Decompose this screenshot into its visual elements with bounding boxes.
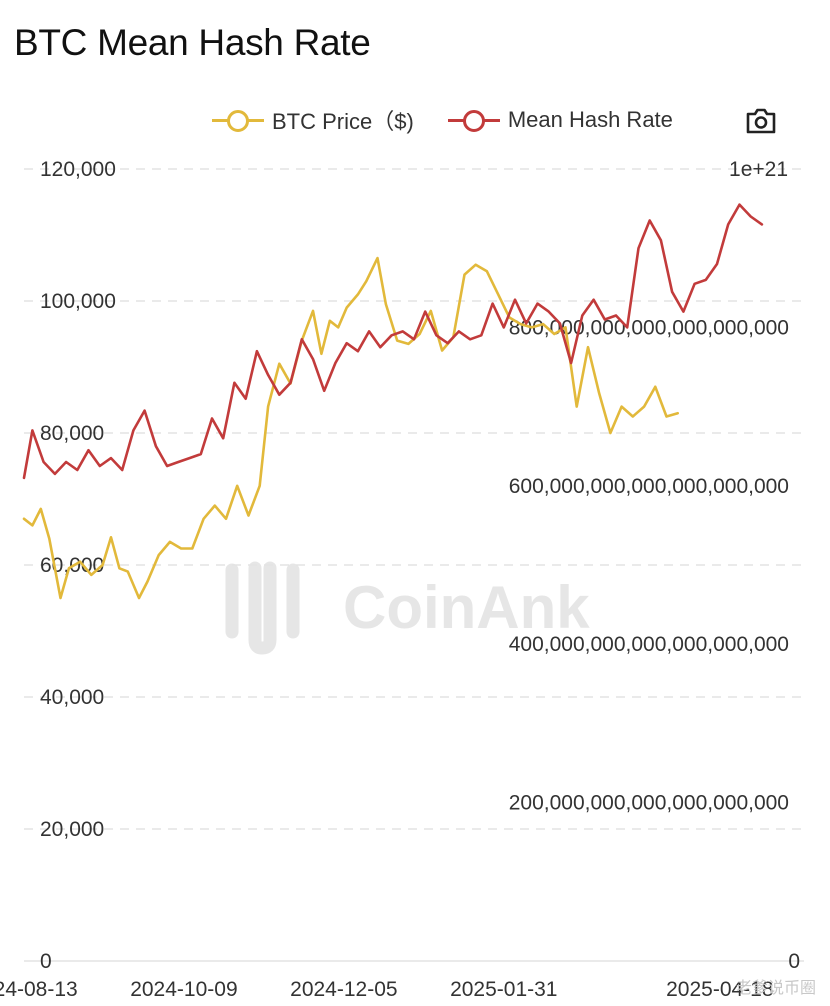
right-axis: 0 200,000,000,000,000,000,000 400,000,000,…	[509, 316, 800, 973]
chart-title: BTC Mean Hash Rate	[14, 22, 371, 63]
x-tick-label: 2024-08-13	[0, 978, 78, 1001]
left-tick-label: 120,000	[40, 158, 116, 181]
legend-item-mean-hash-rate[interactable]: Mean Hash Rate	[447, 107, 673, 133]
right-tick-label: 0	[788, 950, 800, 973]
series-lines	[22, 203, 764, 600]
x-tick-label: 2025-01-31	[450, 978, 557, 1001]
right-tick-label: 200,000,000,000,000,000,000	[509, 792, 789, 815]
left-tick-label: 100,000	[40, 290, 116, 313]
footer-watermark: 老爹说币圈	[735, 980, 816, 997]
left-tick-label: 80,000	[40, 422, 104, 445]
x-tick-label: 2024-12-05	[290, 978, 397, 1001]
right-axis-exponent-label: 1e+21	[729, 158, 788, 181]
legend-label-mean-hash-rate: Mean Hash Rate	[507, 107, 673, 132]
left-tick-label: 40,000	[40, 686, 104, 709]
left-tick-label: 0	[40, 950, 52, 973]
legend-swatch-btc-price	[212, 110, 264, 132]
legend-swatch-mean-hash-rate	[447, 110, 500, 132]
right-tick-label: 800,000,000,000,000,000,000	[509, 316, 789, 339]
x-tick-label: 2024-10-09	[130, 978, 237, 1001]
right-tick-label: 400,000,000,000,000,000,000	[509, 633, 789, 656]
watermark-logo: CoinAnk	[225, 561, 590, 655]
watermark-text: CoinAnk	[343, 574, 590, 641]
legend: BTC Price（$) Mean Hash Rate	[212, 104, 707, 136]
camera-icon[interactable]	[745, 107, 777, 135]
x-tick-label: 2025-04-18	[666, 978, 773, 1001]
x-axis: 2024-08-13 2024-10-09 2024-12-05 2025-01-31…	[0, 978, 774, 1001]
legend-item-btc-price[interactable]: BTC Price（$)	[212, 104, 414, 136]
btc-price-line	[22, 256, 680, 600]
mean-hash-rate-line	[22, 203, 764, 480]
legend-label-btc-price: BTC Price（$)	[272, 109, 414, 134]
gridlines	[24, 168, 804, 962]
left-tick-label: 20,000	[40, 818, 104, 841]
right-tick-label: 600,000,000,000,000,000,000	[509, 475, 789, 498]
